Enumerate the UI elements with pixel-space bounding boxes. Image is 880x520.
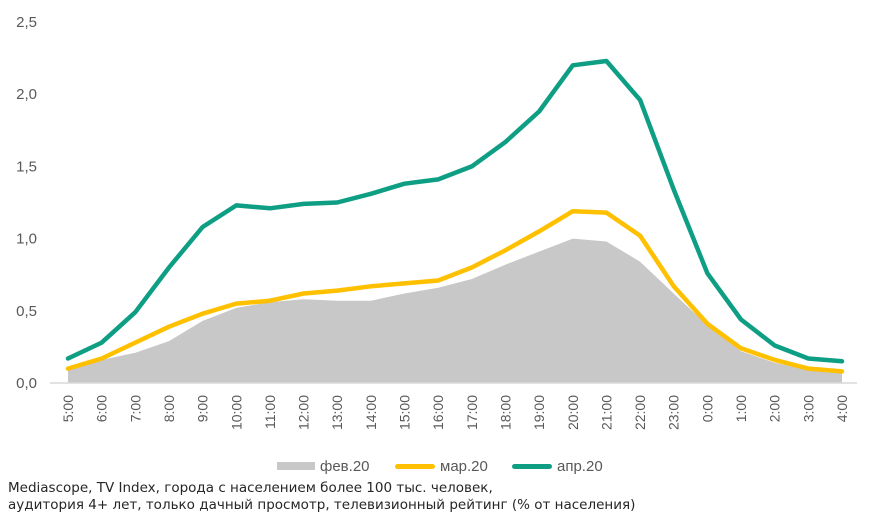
x-tick-label: 2:00 xyxy=(767,395,783,422)
legend-swatch-apr xyxy=(512,463,552,469)
legend-item-feb[interactable]: фев.20 xyxy=(277,455,370,477)
x-tick-label: 11:00 xyxy=(262,395,278,429)
x-tick-label: 7:00 xyxy=(127,395,143,422)
x-tick-label: 13:00 xyxy=(329,395,345,430)
line-series-2 xyxy=(65,58,845,364)
x-tick-label: 3:00 xyxy=(800,395,816,422)
x-tick-label: 8:00 xyxy=(161,395,177,422)
y-tick-label: 0,5 xyxy=(16,303,37,320)
line-series-1 xyxy=(65,208,845,374)
legend-item-apr[interactable]: апр.20 xyxy=(512,455,603,477)
legend-label-mar: мар.20 xyxy=(440,457,488,475)
legend-item-mar[interactable]: мар.20 xyxy=(395,455,488,477)
y-tick-label: 2,0 xyxy=(16,86,37,103)
y-tick-label: 2,5 xyxy=(16,14,37,31)
x-tick-label: 15:00 xyxy=(397,395,413,430)
x-tick-label: 17:00 xyxy=(464,395,480,430)
x-tick-label: 23:00 xyxy=(666,395,682,430)
x-tick-label: 21:00 xyxy=(598,395,614,430)
x-tick-label: 0:00 xyxy=(699,395,715,422)
x-tick-label: 16:00 xyxy=(430,395,446,430)
legend: фев.20 мар.20 апр.20 xyxy=(0,455,880,477)
x-axis-ticks: 5:00 6:00 7:00 8:00 9:00 10:00 11:00 12:00 13:00… xyxy=(60,395,850,430)
x-tick-label: 20:00 xyxy=(565,395,581,430)
legend-swatch-mar xyxy=(395,463,435,469)
legend-label-feb: фев.20 xyxy=(320,457,370,475)
y-tick-label: 0,0 xyxy=(16,375,37,392)
x-tick-label: 12:00 xyxy=(296,395,312,430)
line-series-layer xyxy=(65,58,845,374)
area-series-layer xyxy=(68,238,842,383)
area-series-0 xyxy=(68,238,842,383)
footnote-line-1: Mediascope, TV Index, города с население… xyxy=(8,480,493,496)
x-tick-label: 22:00 xyxy=(632,395,648,430)
source-footnote: Mediascope, TV Index, города с население… xyxy=(8,480,635,514)
y-tick-label: 1,0 xyxy=(16,231,37,248)
y-tick-label: 1,5 xyxy=(16,158,37,175)
line-chart: 0,0 0,5 1,0 1,5 2,0 2,5 5:00 6:00 7:00 8:00 9:00 1… xyxy=(16,14,857,430)
x-tick-label: 14:00 xyxy=(363,395,379,430)
y-axis-ticks: 0,0 0,5 1,0 1,5 2,0 2,5 xyxy=(16,14,37,392)
legend-label-apr: апр.20 xyxy=(557,457,603,475)
x-tick-label: 19:00 xyxy=(531,395,547,430)
x-tick-label: 10:00 xyxy=(228,395,244,430)
legend-swatch-feb xyxy=(277,462,315,470)
x-tick-label: 9:00 xyxy=(195,395,211,422)
footnote-line-2: аудитория 4+ лет, только дачный просмотр… xyxy=(8,497,636,513)
x-tick-label: 4:00 xyxy=(834,395,850,422)
x-tick-label: 1:00 xyxy=(733,395,749,422)
x-tick-label: 6:00 xyxy=(94,395,110,422)
x-tick-label: 18:00 xyxy=(497,395,513,430)
x-tick-label: 5:00 xyxy=(60,395,76,422)
